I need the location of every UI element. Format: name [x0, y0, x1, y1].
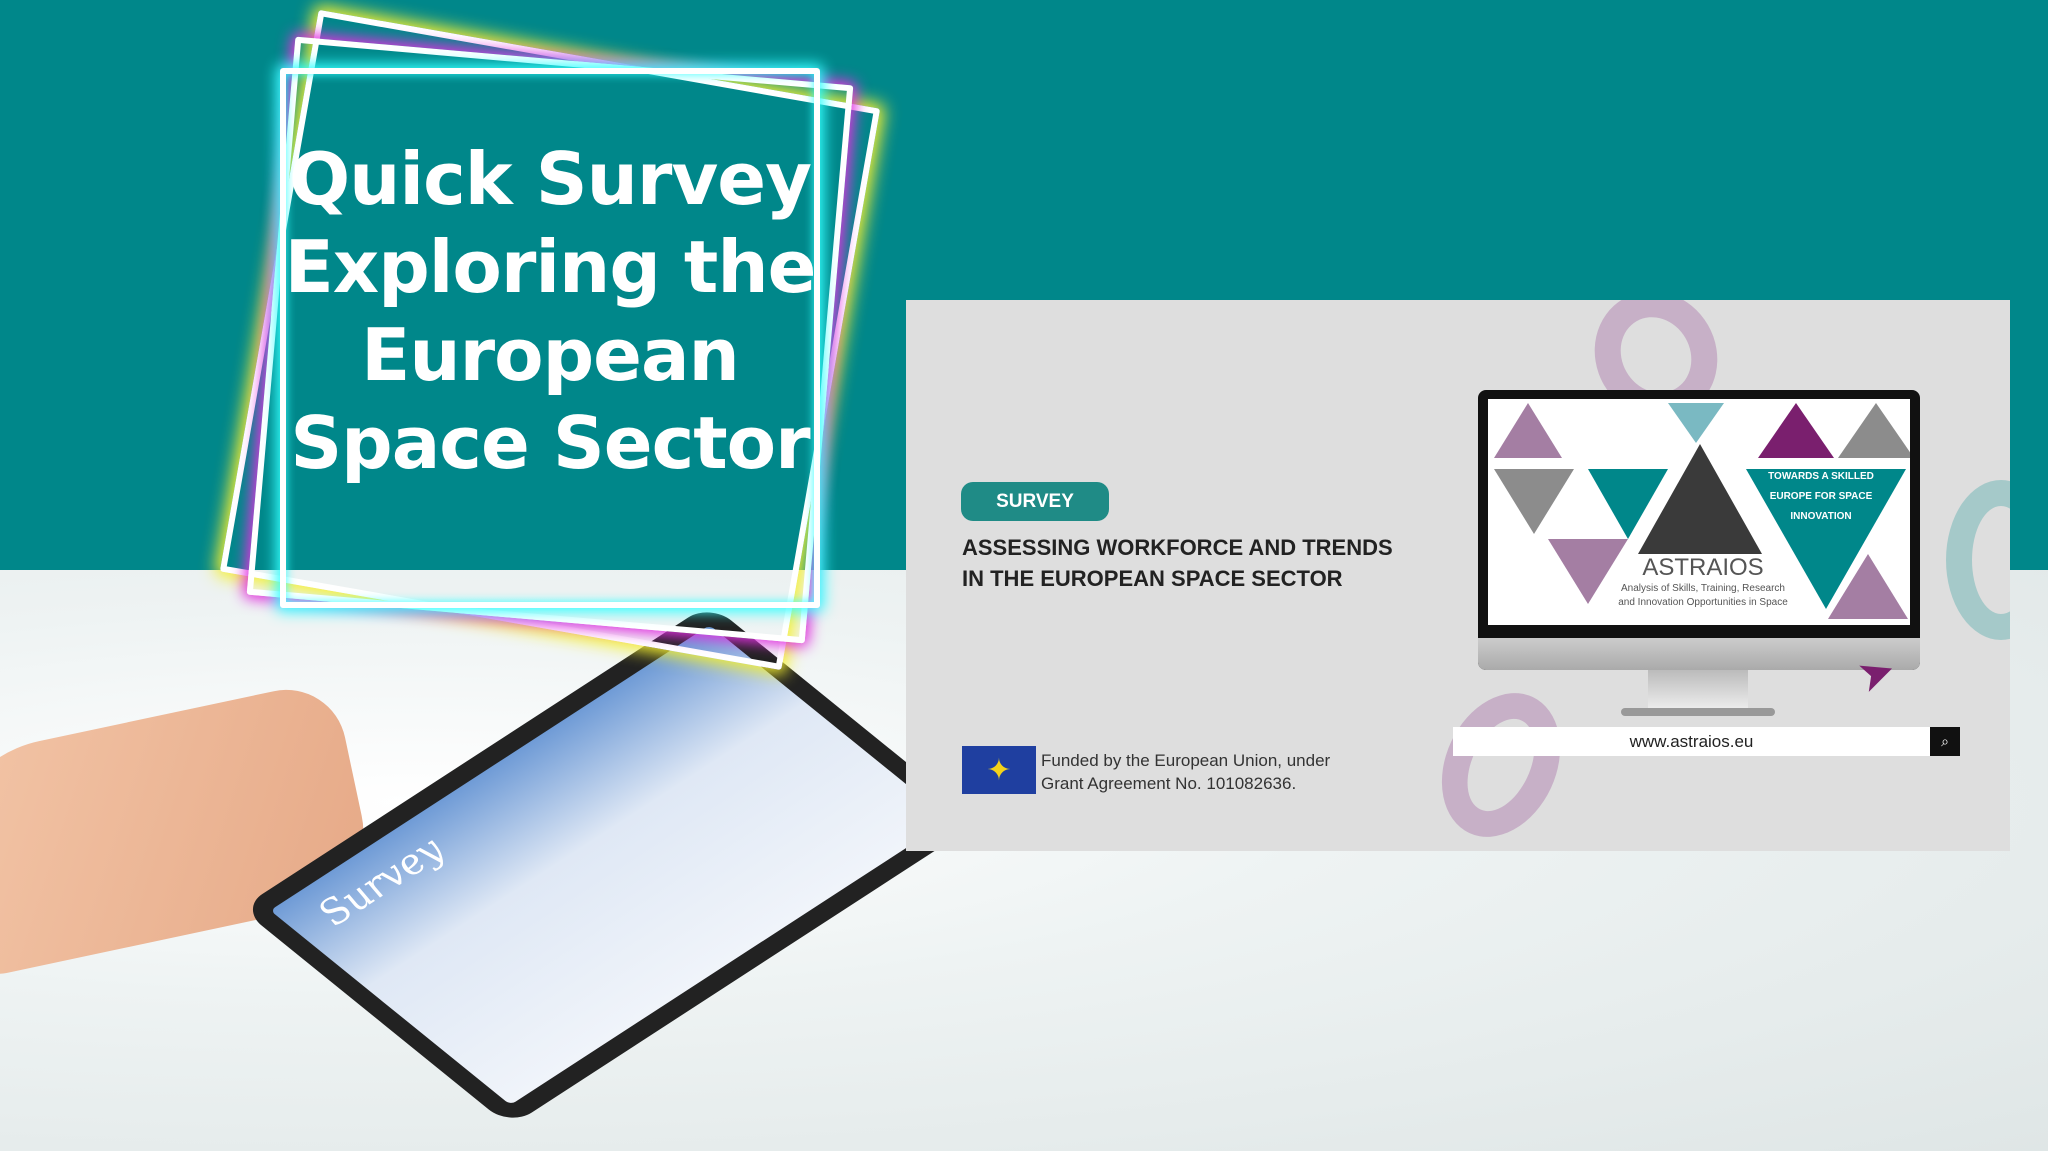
- monitor: TOWARDS A SKILLED EUROPE FOR SPACE INNOV…: [1478, 390, 1920, 670]
- funding-note: Funded by the European Union, under Gran…: [1041, 749, 1330, 795]
- monitor-stand: [1648, 670, 1748, 710]
- hero-title: Quick Survey Exploring the European Spac…: [280, 135, 820, 487]
- title-line: Exploring the: [284, 225, 817, 309]
- monitor-chin: [1478, 638, 1920, 670]
- tagline-line: INNOVATION: [1790, 511, 1852, 522]
- headline-line: ASSESSING WORKFORCE AND TRENDS: [962, 535, 1393, 560]
- funding-line: Grant Agreement No. 101082636.: [1041, 774, 1297, 793]
- monitor-base: [1621, 708, 1775, 716]
- headline-line: IN THE EUROPEAN SPACE SECTOR: [962, 566, 1343, 591]
- neon-frame: [280, 68, 820, 608]
- title-line: Quick Survey: [288, 137, 812, 221]
- torus-decoration: [1946, 480, 2010, 640]
- title-line: European: [361, 313, 740, 397]
- brand-subtitle: and Innovation Opportunities in Space: [1618, 597, 1788, 608]
- tagline-line: EUROPE FOR SPACE: [1769, 491, 1873, 502]
- funding-line: Funded by the European Union, under: [1041, 751, 1331, 770]
- tagline-line: TOWARDS A SKILLED: [1768, 471, 1874, 482]
- url-text[interactable]: www.astraios.eu: [1629, 732, 1754, 751]
- brand-subtitle: Analysis of Skills, Training, Research: [1621, 583, 1785, 594]
- monitor-screen: TOWARDS A SKILLED EUROPE FOR SPACE INNOV…: [1488, 399, 1910, 625]
- brand-name: ASTRAIOS: [1642, 554, 1764, 581]
- monitor-tagline: TOWARDS A SKILLED EUROPE FOR SPACE INNOV…: [1756, 467, 1886, 527]
- survey-banner[interactable]: SURVEY ASSESSING WORKFORCE AND TRENDS IN…: [906, 300, 2010, 851]
- torus-decoration: [1419, 673, 1583, 851]
- eu-flag-icon: ✦: [962, 746, 1036, 794]
- url-search-bar[interactable]: www.astraios.eu ⌕: [1453, 727, 1960, 756]
- search-icon[interactable]: ⌕: [1930, 727, 1960, 756]
- banner-headline: ASSESSING WORKFORCE AND TRENDS IN THE EU…: [962, 532, 1393, 594]
- survey-badge: SURVEY: [961, 482, 1109, 521]
- astraios-logo: ASTRAIOS Analysis of Skills, Training, R…: [1608, 554, 1798, 610]
- title-line: Space Sector: [290, 401, 810, 485]
